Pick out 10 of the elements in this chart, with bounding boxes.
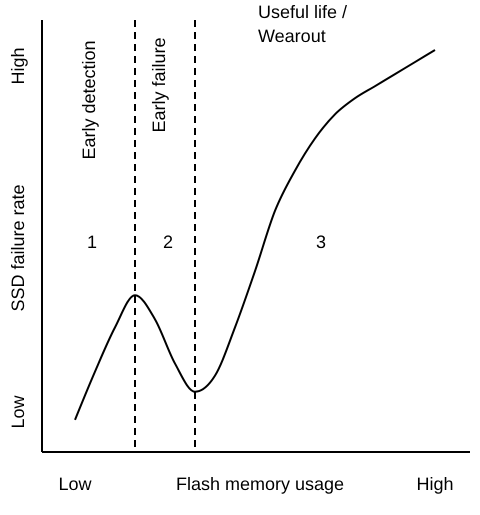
annotation: Early detection (79, 40, 99, 160)
x-axis-title: Flash memory usage (176, 474, 344, 494)
text: Useful life / Wearout (258, 2, 348, 46)
text: Low (8, 394, 28, 429)
annotation: 3 (316, 232, 326, 252)
y-axis-title: SSD failure rate (8, 184, 28, 312)
annotation: Early failure (149, 37, 169, 133)
annotation: 2 (163, 232, 174, 252)
text: High (8, 47, 28, 85)
annotation: 1 (87, 232, 98, 252)
